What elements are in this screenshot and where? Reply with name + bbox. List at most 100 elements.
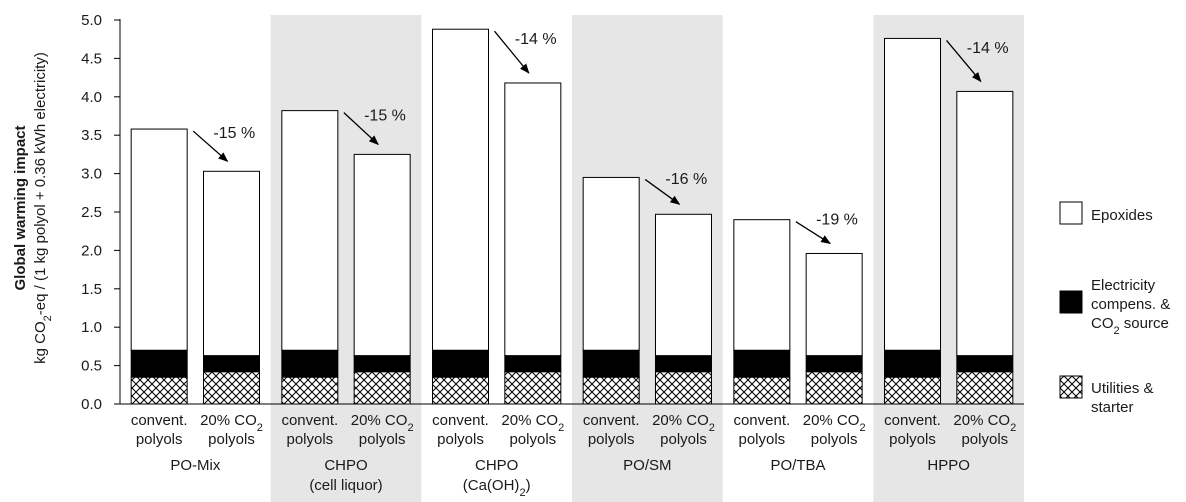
- bar-utilities-co2: [202, 371, 260, 405]
- group-label: HPPO: [927, 457, 970, 474]
- bar-label-convent-line2: polyols: [286, 431, 333, 448]
- bar-label-co2: 20% CO2: [652, 412, 715, 434]
- legend-label-epoxides: Epoxides: [1091, 207, 1153, 224]
- bar-label-co2-sub: 2: [558, 422, 564, 434]
- bar-label-convent: convent.: [884, 412, 941, 429]
- bar-label-co2-sub: 2: [257, 422, 263, 434]
- legend-label-utilities-2: starter: [1091, 399, 1134, 416]
- bar-label-co2-line2: polyols: [208, 431, 255, 448]
- bar-epoxides-co2: [805, 252, 863, 357]
- change-arrow: [494, 30, 530, 74]
- bar-electricity-co2: [353, 355, 411, 373]
- change-arrow: [946, 40, 982, 83]
- bar-utilities-convent: [432, 376, 490, 405]
- bar-epoxides-convent: [884, 37, 942, 351]
- group-label: CHPO: [324, 457, 367, 474]
- bar-epoxides-convent: [733, 219, 791, 351]
- y-axis: 0.0 0.5 1.0 1.5 2.0 2.5 3.0 3.5 4.0 4.5 5.0: [81, 12, 1024, 413]
- bar-label-convent-line2: polyols: [889, 431, 936, 448]
- group-label-line2-rest: ): [526, 477, 531, 494]
- bar-electricity-co2: [504, 355, 562, 373]
- bar-label-convent-line2: polyols: [136, 431, 183, 448]
- bar-label-convent: convent.: [733, 412, 790, 429]
- y-tick-label: 4.5: [81, 50, 102, 67]
- bar-electricity-convent: [884, 349, 942, 378]
- bar-label-co2-main: 20% CO: [200, 412, 257, 429]
- legend-label-utilities-1: Utilities &: [1091, 380, 1154, 397]
- legend: Epoxides Electricity compens. & CO2 source U…: [1059, 201, 1170, 416]
- legend-label-electricity-1: Electricity: [1091, 277, 1156, 294]
- bar-label-co2-line2: polyols: [961, 431, 1008, 448]
- bar-electricity-convent: [281, 349, 339, 378]
- group-label: PO/SM: [623, 457, 671, 474]
- bar-label-co2-sub: 2: [1010, 422, 1016, 434]
- change-label: -14 %: [967, 40, 1009, 57]
- change-arrow: [644, 178, 681, 205]
- bar-electricity-convent: [432, 349, 490, 378]
- bar-label-convent-line2: polyols: [588, 431, 635, 448]
- bar-label-co2-sub: 2: [407, 422, 413, 434]
- legend-swatch-utilities: [1059, 375, 1083, 399]
- bar-epoxides-convent: [582, 176, 640, 351]
- bar-utilities-convent: [281, 376, 339, 405]
- bar-label-convent: convent.: [281, 412, 338, 429]
- bar-epoxides-convent: [130, 128, 188, 351]
- change-annotations: -15 % -15 % -14 % -16 % -19 % -14 %: [192, 30, 1009, 245]
- bar-label-co2: 20% CO2: [200, 412, 263, 434]
- group-label-line2: (cell liquor): [309, 477, 382, 494]
- legend-swatch-epoxides: [1059, 201, 1083, 225]
- bar-electricity-co2: [654, 355, 712, 373]
- y-tick-label: 0.0: [81, 396, 102, 413]
- change-label: -19 %: [816, 212, 858, 229]
- bar-label-co2-line2: polyols: [660, 431, 707, 448]
- bar-epoxides-co2: [956, 90, 1014, 357]
- y-tick-label: 3.0: [81, 166, 102, 183]
- bar-epoxides-convent: [281, 110, 339, 351]
- bar-label-co2: 20% CO2: [953, 412, 1016, 434]
- bar-epoxides-convent: [432, 28, 490, 351]
- legend-label-electricity-3-sub: 2: [1114, 325, 1120, 337]
- legend-label-electricity-2: compens. &: [1091, 296, 1170, 313]
- bar-epoxides-co2: [504, 82, 562, 357]
- bar-label-co2-sub: 2: [859, 422, 865, 434]
- bar-utilities-co2: [504, 371, 562, 405]
- bar-utilities-convent: [733, 376, 791, 405]
- bar-label-co2: 20% CO2: [501, 412, 564, 434]
- change-label: -15 %: [213, 125, 255, 142]
- bar-label-co2-main: 20% CO: [351, 412, 408, 429]
- change-label: -14 %: [515, 31, 557, 48]
- y-axis-title-line2: kg CO2-eq / (1 kg polyol + 0.36 kWh elec…: [32, 52, 54, 364]
- bar-label-co2-main: 20% CO: [953, 412, 1010, 429]
- y-tick-label: 2.0: [81, 242, 102, 259]
- group-label: CHPO: [475, 457, 518, 474]
- bar-electricity-co2: [202, 355, 260, 373]
- bars: [130, 28, 1014, 405]
- bar-label-co2: 20% CO2: [803, 412, 866, 434]
- bar-label-co2-main: 20% CO: [501, 412, 558, 429]
- bar-utilities-convent: [884, 376, 942, 405]
- bar-electricity-convent: [582, 349, 640, 378]
- bar-utilities-co2: [353, 371, 411, 405]
- bar-label-co2-main: 20% CO: [803, 412, 860, 429]
- legend-label-electricity-3-main: CO: [1091, 315, 1114, 332]
- legend-label-electricity-3-rest: source: [1120, 315, 1169, 332]
- y-axis-title-line2-main: kg CO: [32, 321, 49, 364]
- bar-label-co2-line2: polyols: [359, 431, 406, 448]
- legend-swatch-electricity: [1059, 290, 1083, 314]
- bar-label-co2-sub: 2: [709, 422, 715, 434]
- bar-utilities-co2: [805, 371, 863, 405]
- bar-label-co2: 20% CO2: [351, 412, 414, 434]
- bar-epoxides-co2: [353, 153, 411, 357]
- change-arrow: [795, 221, 832, 245]
- y-tick-label: 1.5: [81, 281, 102, 298]
- y-tick-label: 3.5: [81, 127, 102, 144]
- bar-label-co2-line2: polyols: [811, 431, 858, 448]
- bar-label-convent-line2: polyols: [738, 431, 785, 448]
- y-tick-label: 2.5: [81, 204, 102, 221]
- bar-epoxides-co2: [202, 170, 260, 357]
- group-label-line2: (Ca(OH)2): [463, 477, 531, 499]
- bar-utilities-convent: [130, 376, 188, 405]
- bar-utilities-co2: [956, 371, 1014, 405]
